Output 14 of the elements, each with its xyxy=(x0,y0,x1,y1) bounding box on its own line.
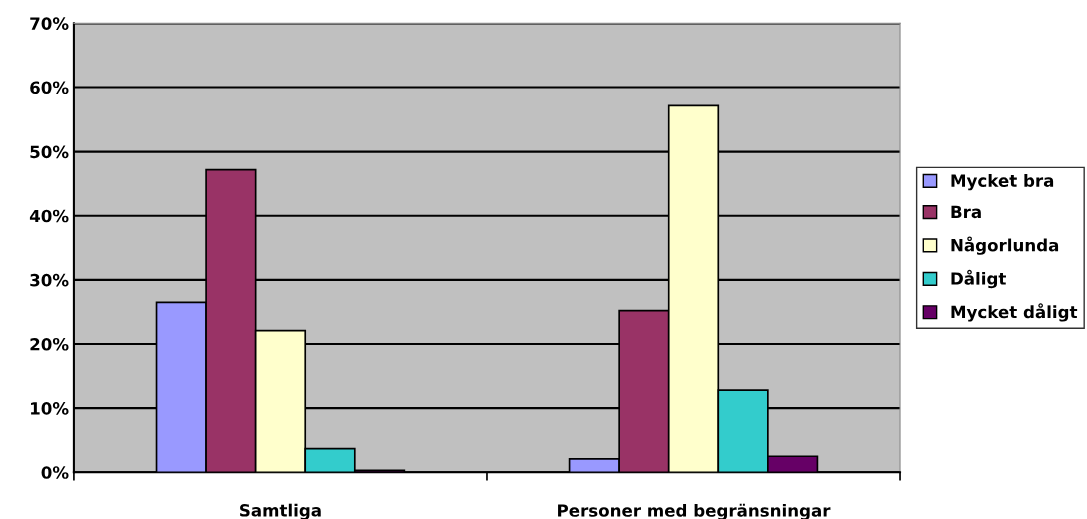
x-tick-label: Samtliga xyxy=(240,503,321,519)
legend-label: Dåligt xyxy=(951,269,1006,289)
y-tick-label: 0% xyxy=(41,466,69,479)
y-tick-label: 50% xyxy=(30,145,69,159)
y-tick-label: 20% xyxy=(30,337,69,351)
legend-label: Bra xyxy=(951,205,981,219)
y-tick-label: 10% xyxy=(31,402,69,415)
y-tick-label: 30% xyxy=(30,273,69,287)
legend-label: Någorlunda xyxy=(951,236,1059,255)
y-tick-label: 40% xyxy=(29,209,69,223)
y-tick-label: 60% xyxy=(30,81,69,95)
legend-label: Mycket dåligt xyxy=(951,303,1078,322)
legend-label: Mycket bra xyxy=(951,174,1054,191)
y-tick-label: 70% xyxy=(30,17,69,30)
